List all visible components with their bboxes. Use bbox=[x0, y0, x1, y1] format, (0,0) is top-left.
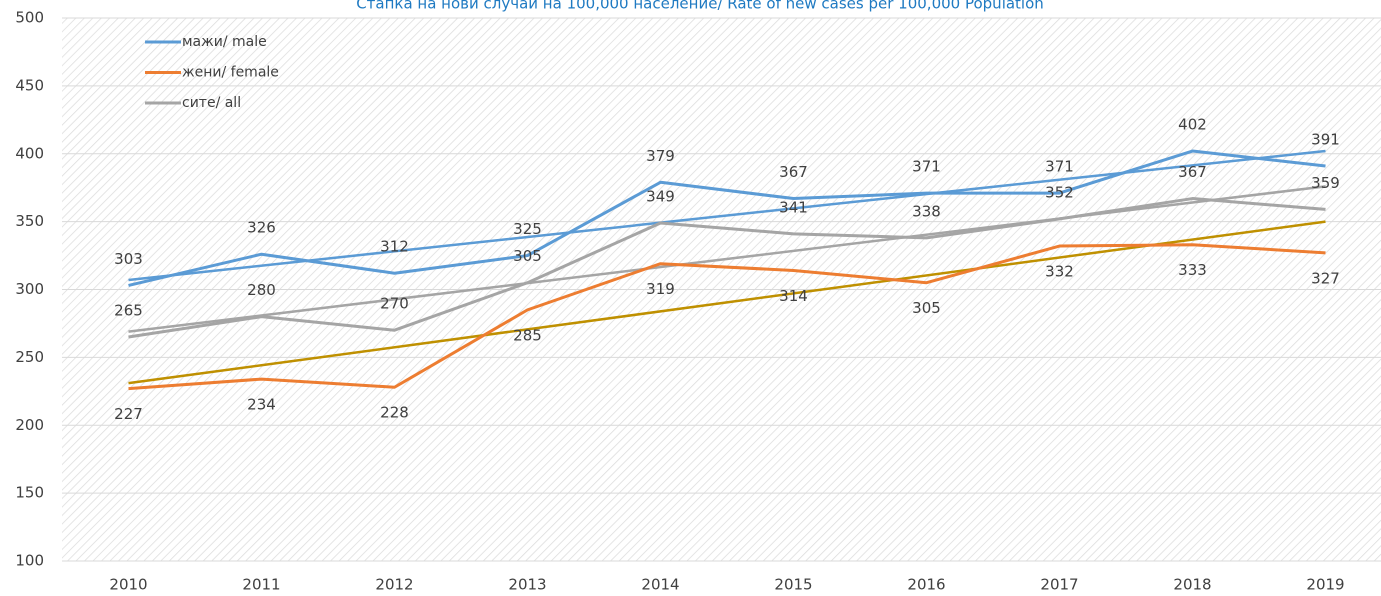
y-tick-label: 100 bbox=[15, 552, 44, 570]
x-tick-label: 2016 bbox=[907, 576, 945, 594]
data-label: 359 bbox=[1311, 174, 1340, 192]
legend-label: мажи/ male bbox=[182, 34, 267, 50]
data-label: 391 bbox=[1311, 130, 1340, 148]
y-tick-label: 150 bbox=[15, 484, 44, 502]
y-tick-label: 400 bbox=[15, 144, 44, 162]
data-line bbox=[128, 149, 1326, 287]
data-line bbox=[128, 197, 1326, 339]
data-label: 326 bbox=[247, 219, 276, 237]
data-label: 349 bbox=[646, 187, 675, 205]
data-label: 303 bbox=[114, 250, 143, 268]
x-tick-label: 2014 bbox=[641, 576, 679, 594]
data-label: 327 bbox=[1311, 269, 1340, 287]
data-label: 379 bbox=[646, 147, 675, 165]
y-tick-label: 450 bbox=[15, 76, 44, 94]
data-label: 325 bbox=[513, 220, 542, 238]
data-label: 332 bbox=[1045, 263, 1074, 281]
data-label: 352 bbox=[1045, 183, 1074, 201]
data-label: 371 bbox=[1045, 158, 1074, 176]
data-label: 333 bbox=[1178, 261, 1207, 279]
x-tick-label: 2015 bbox=[774, 576, 812, 594]
y-tick-label: 300 bbox=[15, 280, 44, 298]
data-line bbox=[128, 243, 1326, 391]
y-tick-label: 250 bbox=[15, 348, 44, 366]
data-label: 227 bbox=[114, 405, 143, 423]
legend-label: жени/ female bbox=[182, 65, 279, 81]
x-tick-label: 2013 bbox=[508, 576, 546, 594]
data-label: 228 bbox=[380, 404, 409, 422]
x-tick-label: 2018 bbox=[1173, 576, 1211, 594]
data-label: 341 bbox=[779, 198, 808, 216]
x-tick-label: 2017 bbox=[1040, 576, 1078, 594]
x-tick-label: 2012 bbox=[375, 576, 413, 594]
data-label: 319 bbox=[646, 280, 675, 298]
data-label: 265 bbox=[114, 302, 143, 320]
x-tick-label: 2010 bbox=[109, 576, 147, 594]
trendline bbox=[128, 220, 1326, 385]
data-label: 402 bbox=[1178, 116, 1207, 134]
data-label: 338 bbox=[912, 202, 941, 220]
y-tick-label: 200 bbox=[15, 416, 44, 434]
y-tick-label: 500 bbox=[15, 9, 44, 27]
data-label: 367 bbox=[779, 163, 808, 181]
data-label: 305 bbox=[513, 247, 542, 265]
legend-label: сите/ all bbox=[182, 95, 241, 111]
data-label: 305 bbox=[912, 299, 941, 317]
data-label: 314 bbox=[779, 287, 808, 305]
trendline bbox=[128, 185, 1326, 333]
y-tick-label: 350 bbox=[15, 212, 44, 230]
data-label: 367 bbox=[1178, 163, 1207, 181]
x-tick-label: 2019 bbox=[1306, 576, 1344, 594]
data-label: 234 bbox=[247, 396, 276, 414]
x-tick-label: 2011 bbox=[242, 576, 280, 594]
chart-title: Стапка на нови случаи на 100,000 населен… bbox=[356, 0, 1044, 13]
data-label: 270 bbox=[380, 295, 409, 313]
data-label: 285 bbox=[513, 326, 542, 344]
data-label: 312 bbox=[380, 238, 409, 256]
data-label: 280 bbox=[247, 281, 276, 299]
data-label: 371 bbox=[912, 158, 941, 176]
